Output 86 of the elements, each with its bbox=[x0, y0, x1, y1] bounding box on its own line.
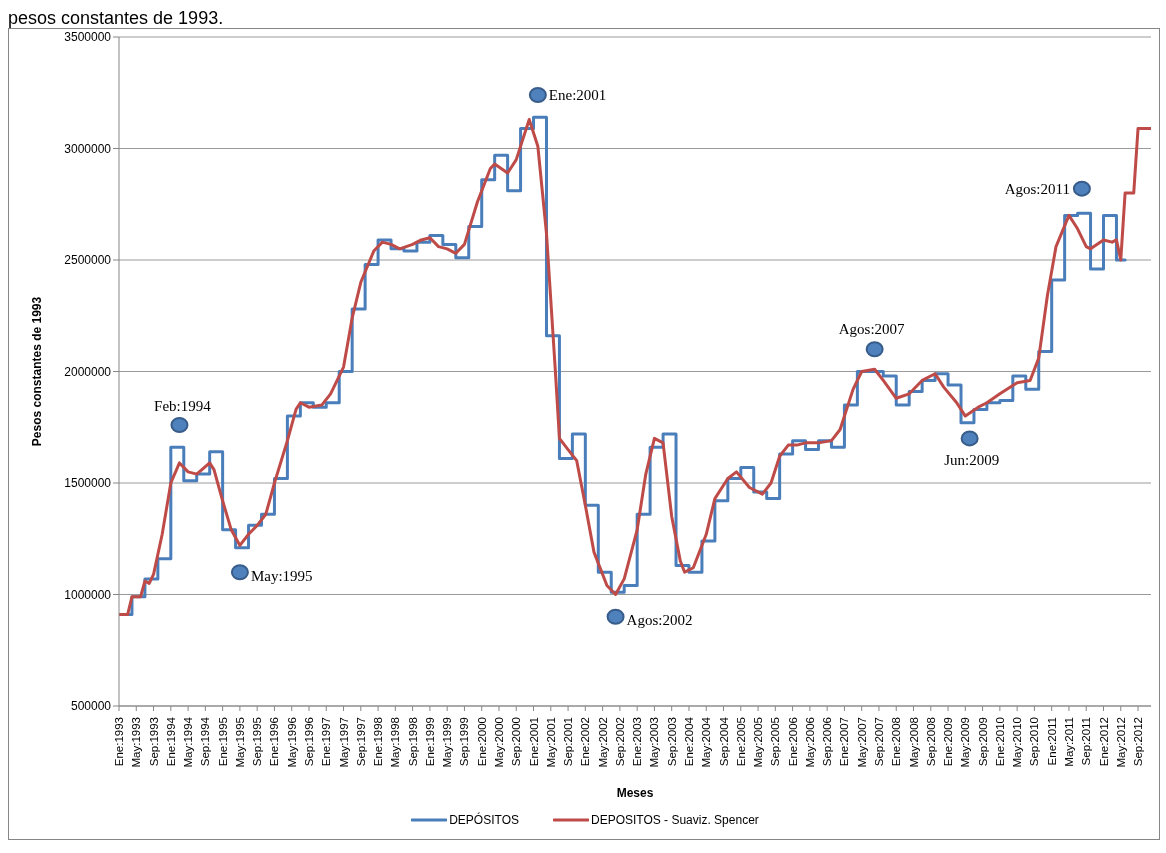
legend-label: DEPÓSITOS bbox=[449, 813, 519, 827]
x-tick-label: May:2000 bbox=[492, 717, 505, 768]
annotation: Agos:2002 bbox=[626, 611, 693, 628]
point bbox=[528, 86, 547, 103]
annotation: Jun:2009 bbox=[944, 452, 1000, 469]
x-tick-label: Sep:2012 bbox=[1132, 717, 1145, 767]
x-tick-label: Ene:1999 bbox=[423, 717, 436, 767]
x-tick-label: Ene:1996 bbox=[268, 717, 281, 767]
x-tick-label: Sep:1996 bbox=[302, 717, 315, 767]
x-tick-label: May:1994 bbox=[182, 716, 195, 768]
x-tick-label: Ene:2012 bbox=[1097, 717, 1110, 767]
x-tick-label: May:1995 bbox=[233, 717, 246, 768]
annotation: Ene:2001 bbox=[548, 86, 607, 103]
point bbox=[1072, 180, 1091, 197]
x-tick-label: Sep:2010 bbox=[1028, 717, 1041, 767]
x-tick-label: Ene:2008 bbox=[890, 717, 903, 767]
annotation: May:1995 bbox=[250, 568, 313, 585]
point bbox=[865, 341, 884, 358]
x-tick-label: Sep:1998 bbox=[406, 717, 419, 767]
x-tick-label: Sep:2004 bbox=[717, 716, 730, 767]
x-tick-label: May:2009 bbox=[959, 717, 972, 768]
x-axis-title: Meses bbox=[616, 786, 654, 800]
x-tick-label: May:2004 bbox=[700, 716, 713, 768]
x-tick-label: May:2007 bbox=[855, 717, 868, 768]
x-tick-label: Sep:1999 bbox=[458, 717, 471, 767]
x-tick-label: May:2005 bbox=[752, 717, 765, 768]
annotation: Feb:1994 bbox=[154, 398, 212, 415]
x-tick-label: May:2002 bbox=[596, 717, 609, 768]
x-tick-label: May:2010 bbox=[1011, 717, 1024, 768]
x-tick-label: Ene:1995 bbox=[216, 717, 229, 767]
y-tick-label: 3000000 bbox=[64, 141, 112, 156]
x-tick-label: Ene:2006 bbox=[786, 717, 799, 767]
x-tick-label: May:2008 bbox=[907, 717, 920, 768]
chart-title: pesos constantes de 1993. bbox=[8, 8, 225, 28]
x-tick-label: Sep:1997 bbox=[354, 717, 367, 767]
y-tick-label: 500000 bbox=[70, 699, 112, 714]
x-tick-label: Sep:1993 bbox=[147, 717, 160, 767]
x-tick-label: Ene:2007 bbox=[838, 717, 851, 767]
x-tick-label: Sep:1994 bbox=[199, 716, 212, 767]
annotation: Agos:2007 bbox=[838, 321, 906, 338]
x-tick-label: May:1999 bbox=[441, 717, 454, 768]
x-tick-label: Ene:2002 bbox=[579, 717, 592, 767]
x-tick-label: Sep:2009 bbox=[976, 717, 989, 767]
x-tick-label: Ene:1993 bbox=[113, 717, 125, 767]
x-tick-label: Sep:2001 bbox=[562, 717, 575, 767]
point bbox=[606, 608, 625, 625]
point bbox=[960, 430, 979, 447]
x-tick-label: Ene:2004 bbox=[682, 716, 695, 767]
x-tick-label: Ene:1997 bbox=[320, 717, 333, 767]
x-tick-label: Ene:1994 bbox=[164, 716, 177, 767]
x-tick-label: May:1996 bbox=[285, 717, 298, 768]
x-tick-label: May:2001 bbox=[544, 717, 557, 768]
x-tick-label: May:1997 bbox=[337, 717, 350, 768]
x-tick-label: Sep:2011 bbox=[1080, 717, 1093, 766]
x-tick-label: Ene:2010 bbox=[993, 717, 1006, 767]
x-tick-label: Ene:2009 bbox=[942, 717, 955, 767]
x-tick-label: Ene:2001 bbox=[527, 717, 540, 767]
x-tick-label: Sep:2006 bbox=[821, 717, 834, 767]
x-tick-label: Ene:2011 bbox=[1045, 717, 1058, 766]
x-tick-label: May:2003 bbox=[648, 717, 661, 768]
x-tick-label: Ene:2005 bbox=[734, 717, 747, 767]
y-tick-label: 1500000 bbox=[64, 476, 112, 491]
x-tick-label: Sep:2007 bbox=[872, 717, 885, 767]
annotation: Agos:2011 bbox=[1004, 180, 1070, 197]
x-tick-label: Sep:2008 bbox=[924, 717, 937, 767]
y-tick-label: 2000000 bbox=[64, 364, 112, 379]
x-tick-label: May:1998 bbox=[389, 717, 402, 768]
point bbox=[230, 564, 249, 581]
x-tick-label: Sep:2000 bbox=[510, 717, 523, 767]
point bbox=[170, 417, 189, 434]
y-tick-label: 2500000 bbox=[64, 253, 112, 268]
x-tick-label: Sep:2003 bbox=[665, 717, 678, 767]
y-axis-title: Pesos constantes de 1993 bbox=[30, 296, 45, 447]
y-tick-label: 1000000 bbox=[64, 587, 112, 602]
x-tick-label: Ene:2000 bbox=[475, 717, 488, 767]
x-tick-label: May:2011 bbox=[1062, 717, 1075, 767]
x-tick-label: May:2012 bbox=[1114, 717, 1127, 768]
x-tick-label: May:2006 bbox=[803, 717, 816, 768]
y-tick-label: 3500000 bbox=[64, 30, 112, 45]
x-tick-label: May:1993 bbox=[130, 717, 143, 768]
legend-label: DEPOSITOS - Suaviz. Spencer bbox=[590, 813, 759, 827]
x-tick-label: Sep:2005 bbox=[769, 717, 782, 767]
x-tick-label: Sep:1995 bbox=[251, 717, 264, 767]
x-tick-label: Ene:2003 bbox=[631, 717, 644, 767]
x-tick-label: Ene:1998 bbox=[372, 717, 385, 767]
x-tick-label: Sep:2002 bbox=[613, 717, 626, 767]
